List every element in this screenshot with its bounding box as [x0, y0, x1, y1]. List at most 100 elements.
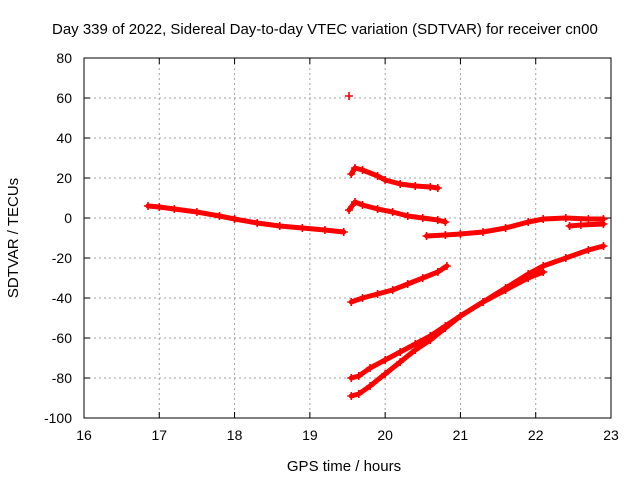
series-line: [567, 221, 606, 229]
series-arc-8: [347, 268, 548, 400]
data-point: [433, 216, 442, 224]
x-tick-label: 21: [453, 427, 469, 443]
y-tick-label: 20: [56, 170, 72, 186]
series-arc-3: [345, 198, 450, 226]
series-line: [348, 269, 546, 399]
data-point: [433, 184, 442, 192]
data-point: [347, 298, 356, 306]
data-point: [351, 164, 360, 172]
data-point: [358, 294, 367, 302]
data-point: [396, 348, 405, 356]
x-tick-label: 20: [377, 427, 393, 443]
data-point: [441, 231, 450, 239]
data-point: [433, 268, 442, 276]
grid: [84, 58, 611, 418]
data-point: [411, 346, 420, 354]
axis-ticks: 16 17 18 19 20 21 22 23 -100 -80 -60 -40 -20 0 20 40 60 8…: [44, 50, 619, 443]
series-arc-7: [347, 242, 608, 382]
x-tick-label: 18: [227, 427, 243, 443]
y-tick-label: 60: [56, 90, 72, 106]
data-point: [381, 356, 390, 364]
series-arc-6: [347, 262, 451, 306]
data-point: [354, 390, 363, 398]
series-line: [348, 263, 450, 305]
data-point: [298, 224, 307, 232]
y-axis-label: SDTVAR / TECUs: [5, 178, 22, 298]
y-tick-label: -80: [52, 370, 72, 386]
series-arc-2: [347, 164, 442, 192]
data-point: [584, 215, 593, 223]
data-point: [396, 358, 405, 366]
data-point: [442, 262, 451, 270]
data-point: [501, 286, 510, 294]
data-point: [388, 208, 397, 216]
data-point: [501, 224, 510, 232]
data-point: [561, 214, 570, 222]
data-point: [441, 218, 450, 226]
series-arc-4: [422, 214, 608, 240]
data-point: [479, 298, 488, 306]
series-arc-1: [143, 202, 348, 236]
data-point: [576, 221, 585, 229]
data-point: [418, 274, 427, 282]
y-tick-label: -100: [44, 410, 72, 426]
data-point: [347, 170, 356, 178]
data-point: [373, 205, 382, 213]
y-tick-label: 80: [56, 50, 72, 66]
data-point: [373, 172, 382, 180]
data-point: [354, 372, 363, 380]
series-outlier: [345, 92, 354, 100]
data-point: [403, 280, 412, 288]
data-point: [426, 336, 435, 344]
data-point: [339, 228, 348, 236]
data-point: [366, 382, 375, 390]
data-point: [230, 215, 239, 223]
series-line: [424, 215, 606, 239]
data-point: [215, 212, 224, 220]
data-point: [358, 201, 367, 209]
data-point: [155, 203, 164, 211]
data-point: [456, 312, 465, 320]
data-point: [381, 370, 390, 378]
data-point: [253, 219, 262, 227]
data-point: [347, 392, 356, 400]
data-point: [381, 176, 390, 184]
y-tick-label: -40: [52, 290, 72, 306]
data-point: [143, 202, 152, 210]
data-point: [418, 214, 427, 222]
series-line: [145, 203, 347, 235]
series-arc-5: [565, 220, 608, 230]
plot-frame: [83, 57, 612, 419]
data-point: [275, 222, 284, 230]
chart-title: Day 339 of 2022, Sidereal Day-to-day VTE…: [52, 21, 598, 38]
y-tick-label: -60: [52, 330, 72, 346]
x-axis-label: GPS time / hours: [287, 458, 401, 475]
data-point: [565, 222, 574, 230]
data-point: [358, 166, 367, 174]
series-line: [348, 243, 606, 381]
data-point: [320, 226, 329, 234]
data-point: [388, 286, 397, 294]
data-point: [366, 364, 375, 372]
data-point: [524, 218, 533, 226]
data-point: [403, 212, 412, 220]
data-point: [347, 374, 356, 382]
data-point: [599, 242, 608, 250]
x-tick-label: 17: [151, 427, 167, 443]
plot-area: [143, 92, 608, 400]
data-point: [192, 208, 201, 216]
data-point: [396, 180, 405, 188]
data-point: [345, 92, 354, 100]
data-point: [441, 324, 450, 332]
data-point: [426, 183, 435, 191]
data-point: [373, 290, 382, 298]
data-point: [599, 220, 608, 228]
y-tick-label: 0: [64, 210, 72, 226]
data-point: [411, 182, 420, 190]
data-point: [345, 206, 354, 214]
data-point: [539, 215, 548, 223]
data-point: [351, 198, 360, 206]
data-point: [456, 230, 465, 238]
data-point: [422, 232, 431, 240]
